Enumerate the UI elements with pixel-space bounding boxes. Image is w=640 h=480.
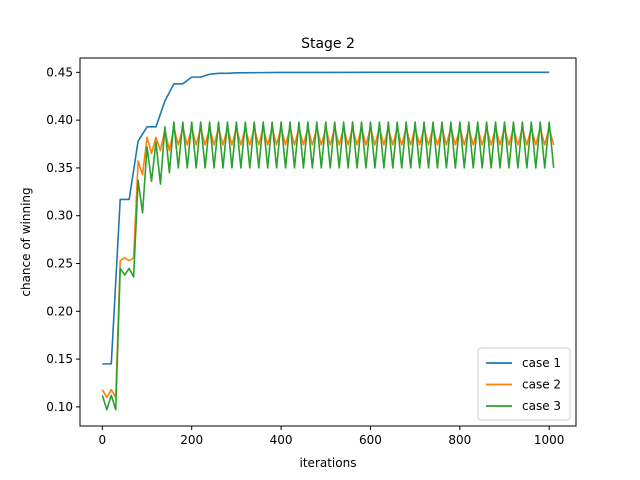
y-tick-label: 0.45 xyxy=(46,65,73,79)
x-axis: 0 200 400 600 800 1000 xyxy=(99,426,565,447)
y-tick-label: 0.30 xyxy=(46,209,73,223)
y-tick-label: 0.40 xyxy=(46,113,73,127)
legend-box xyxy=(477,347,571,421)
x-tick-label: 600 xyxy=(359,433,382,447)
y-tick-label: 0.25 xyxy=(46,257,73,271)
x-tick-label: 0 xyxy=(99,433,107,447)
x-tick-label: 1000 xyxy=(534,433,565,447)
y-tick-label: 0.20 xyxy=(46,304,73,318)
plot-area-frame xyxy=(79,57,577,427)
y-tick-label: 0.35 xyxy=(46,161,73,175)
series-layer xyxy=(101,71,555,411)
y-axis: 0.10 0.15 0.20 0.25 0.30 0.35 0.40 0.45 xyxy=(46,65,80,414)
series-line-case-1 xyxy=(102,71,550,365)
y-axis-label: chance of winning xyxy=(19,187,33,296)
x-tick-label: 800 xyxy=(448,433,471,447)
x-tick-label: 400 xyxy=(270,433,293,447)
x-tick-label: 200 xyxy=(180,433,203,447)
chart-title: Stage 2 xyxy=(301,36,355,52)
legend-label: case 1 xyxy=(522,356,561,370)
legend-label: case 2 xyxy=(522,378,561,392)
legend: case 1 case 2 case 3 xyxy=(477,347,571,421)
legend-label: case 3 xyxy=(522,399,561,413)
series-line-case-3 xyxy=(101,121,555,411)
x-axis-label: iterations xyxy=(300,456,357,470)
y-tick-label: 0.15 xyxy=(46,352,73,366)
y-tick-label: 0.10 xyxy=(46,400,73,414)
